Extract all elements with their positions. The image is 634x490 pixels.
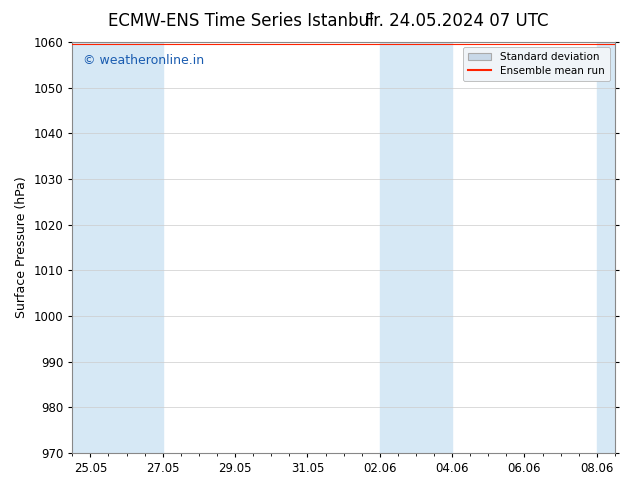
Bar (72, 42, 163, 453)
Text: Fr. 24.05.2024 07 UTC: Fr. 24.05.2024 07 UTC (365, 12, 548, 30)
Text: © weatheronline.in: © weatheronline.in (83, 54, 204, 68)
Y-axis label: Surface Pressure (hPa): Surface Pressure (hPa) (15, 176, 28, 318)
Bar (597, 42, 615, 453)
Text: ECMW-ENS Time Series Istanbul: ECMW-ENS Time Series Istanbul (108, 12, 373, 30)
Legend: Standard deviation, Ensemble mean run: Standard deviation, Ensemble mean run (463, 47, 610, 81)
Bar (380, 42, 452, 453)
